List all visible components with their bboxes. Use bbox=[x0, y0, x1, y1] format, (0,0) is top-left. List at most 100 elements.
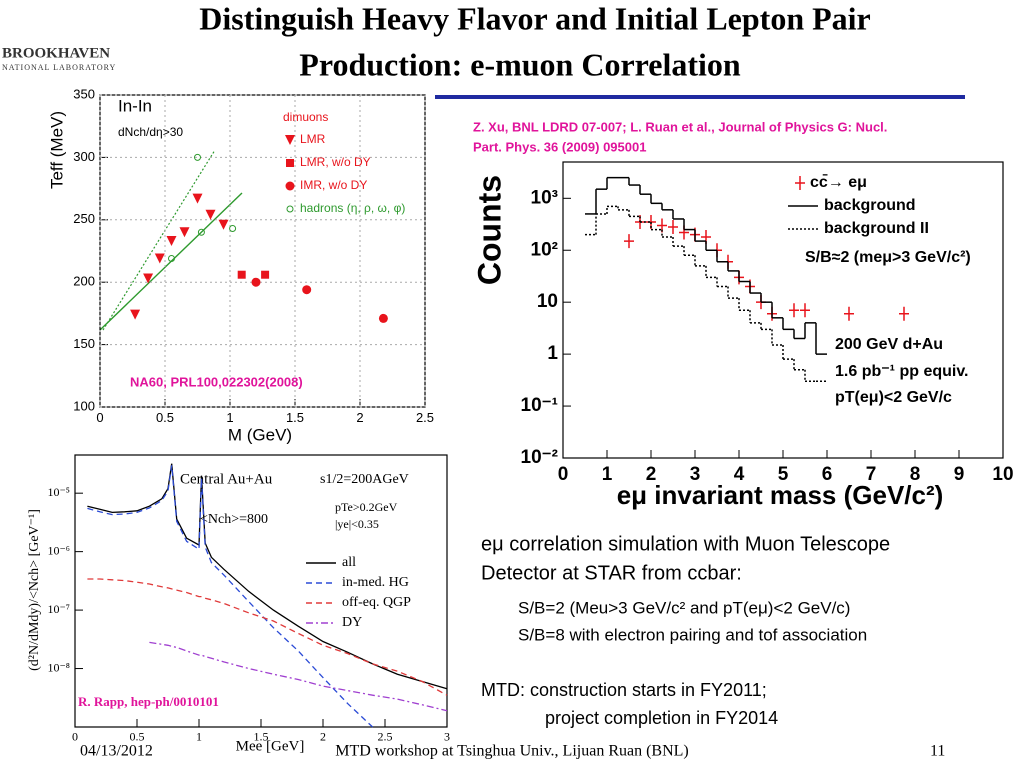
marker bbox=[668, 220, 678, 235]
annotation: Central Au+Au bbox=[180, 471, 273, 487]
annotation: 1.6 pb⁻¹ pp equiv. bbox=[835, 363, 969, 380]
y-tick-label: 1 bbox=[547, 343, 558, 364]
x-tick-label: 1.5 bbox=[254, 730, 269, 744]
annotation: R. Rapp, hep-ph/0010101 bbox=[78, 694, 219, 709]
fit-line bbox=[102, 149, 216, 331]
marker bbox=[168, 254, 175, 262]
marker bbox=[285, 181, 295, 191]
marker bbox=[624, 234, 634, 249]
y-tick-label: 10⁻² bbox=[521, 447, 559, 468]
legend-label: LMR bbox=[300, 132, 326, 146]
curve bbox=[87, 578, 448, 696]
x-tick-label: 0.5 bbox=[130, 730, 145, 744]
marker bbox=[285, 135, 295, 145]
marker bbox=[844, 306, 854, 321]
plot-frame bbox=[562, 161, 1004, 459]
marker bbox=[205, 209, 216, 220]
marker bbox=[197, 228, 205, 236]
annotation: 200 GeV d+Au bbox=[835, 336, 943, 353]
x-tick-label: 6 bbox=[822, 464, 833, 485]
marker bbox=[261, 270, 270, 279]
logo: BROOKHAVEN bbox=[2, 45, 110, 61]
legend-label: in-med. HG bbox=[342, 575, 409, 590]
marker bbox=[166, 236, 177, 247]
body-text: Detector at STAR from ccbar: bbox=[481, 562, 742, 584]
legend-label: hadrons (η, ρ, ω, φ) bbox=[300, 201, 405, 215]
legend-label: DY bbox=[342, 615, 362, 630]
x-tick-label: 0 bbox=[558, 464, 569, 485]
x-tick-label: 3 bbox=[444, 730, 450, 744]
x-tick-label: 2.5 bbox=[416, 410, 434, 425]
marker bbox=[286, 205, 294, 213]
y-axis-label: (d²N/dMdy)/<Nch> [GeV⁻¹] bbox=[27, 509, 42, 671]
curve bbox=[149, 641, 448, 712]
x-tick-label: 1 bbox=[196, 730, 202, 744]
legend-label: LMR, w/o DY bbox=[300, 155, 371, 169]
marker bbox=[286, 159, 294, 167]
x-tick-label: 8 bbox=[910, 464, 921, 485]
x-tick-label: 1 bbox=[602, 464, 613, 485]
marker bbox=[194, 153, 201, 161]
citation: Z. Xu, BNL LDRD 07-007; L. Ruan et al., … bbox=[473, 119, 887, 134]
legend-label: off-eq. QGP bbox=[342, 595, 411, 610]
annotation: s1/2=200AGeV bbox=[320, 472, 409, 487]
marker bbox=[800, 303, 810, 318]
annotation: |ye|<0.35 bbox=[335, 517, 379, 531]
legend-label: background bbox=[824, 197, 916, 214]
y-tick-label: 200 bbox=[73, 274, 95, 289]
annotation: In-In bbox=[118, 96, 152, 115]
y-tick-label: 10⁻⁶ bbox=[47, 543, 70, 557]
body-text: S/B=2 (Meu>3 GeV/c² and pT(eμ)<2 GeV/c) bbox=[518, 598, 850, 617]
footer: MTD workshop at Tsinghua Univ., Lijuan R… bbox=[335, 743, 689, 760]
marker bbox=[378, 313, 388, 323]
legend-label: IMR, w/o DY bbox=[300, 178, 367, 192]
annotation: dNch/dη>30 bbox=[118, 125, 183, 139]
marker bbox=[179, 227, 190, 238]
legend-label: cc̄→ eμ bbox=[810, 172, 867, 191]
footer: 11 bbox=[930, 743, 945, 760]
x-tick-label: 7 bbox=[866, 464, 877, 485]
footer: 04/13/2012 bbox=[80, 743, 153, 760]
body-text: eμ correlation simulation with Muon Tele… bbox=[481, 533, 890, 555]
marker bbox=[789, 303, 799, 318]
annotation: S/B≈2 (meμ>3 GeV/c²) bbox=[805, 249, 971, 266]
x-axis-label: eμ invariant mass (GeV/c²) bbox=[617, 480, 944, 510]
legend-label: background II bbox=[824, 220, 929, 237]
x-tick-label: 2 bbox=[646, 464, 657, 485]
citation: Part. Phys. 36 (2009) 095001 bbox=[473, 139, 646, 154]
y-tick-label: 10⁻⁷ bbox=[47, 602, 70, 616]
y-tick-label: 10⁻⁵ bbox=[47, 485, 70, 499]
x-tick-label: 9 bbox=[954, 464, 965, 485]
plot-frame bbox=[74, 454, 448, 728]
x-tick-label: 2.5 bbox=[378, 730, 393, 744]
legend-label: all bbox=[342, 555, 356, 570]
x-tick-label: 5 bbox=[778, 464, 789, 485]
marker bbox=[899, 306, 909, 321]
annotation: NA60, PRL100,022302(2008) bbox=[130, 374, 303, 389]
body-text: project completion in FY2014 bbox=[545, 708, 778, 728]
y-tick-label: 300 bbox=[73, 149, 95, 164]
y-tick-label: 150 bbox=[73, 336, 95, 351]
y-axis-label: Counts bbox=[471, 175, 507, 285]
x-tick-label: 4 bbox=[734, 464, 745, 485]
title: Production: e-muon Correlation bbox=[299, 46, 741, 82]
x-axis-label: Mee [GeV] bbox=[236, 738, 305, 754]
y-tick-label: 100 bbox=[73, 398, 95, 413]
body-text: S/B=8 with electron pairing and tof asso… bbox=[518, 625, 867, 644]
y-tick-label: 10⁻¹ bbox=[521, 395, 559, 416]
y-tick-label: 250 bbox=[73, 211, 95, 226]
marker bbox=[143, 273, 154, 284]
x-tick-label: 1 bbox=[226, 410, 233, 425]
title: Distinguish Heavy Flavor and Initial Lep… bbox=[199, 0, 871, 36]
x-tick-label: 0.5 bbox=[156, 410, 174, 425]
marker bbox=[795, 176, 805, 190]
x-tick-label: 0 bbox=[96, 410, 103, 425]
x-tick-label: 3 bbox=[690, 464, 701, 485]
curve bbox=[87, 463, 448, 690]
marker bbox=[302, 285, 312, 295]
x-tick-label: 10 bbox=[992, 464, 1013, 485]
y-tick-label: 10³ bbox=[531, 187, 558, 208]
logo: NATIONAL LABORATORY bbox=[2, 63, 116, 72]
